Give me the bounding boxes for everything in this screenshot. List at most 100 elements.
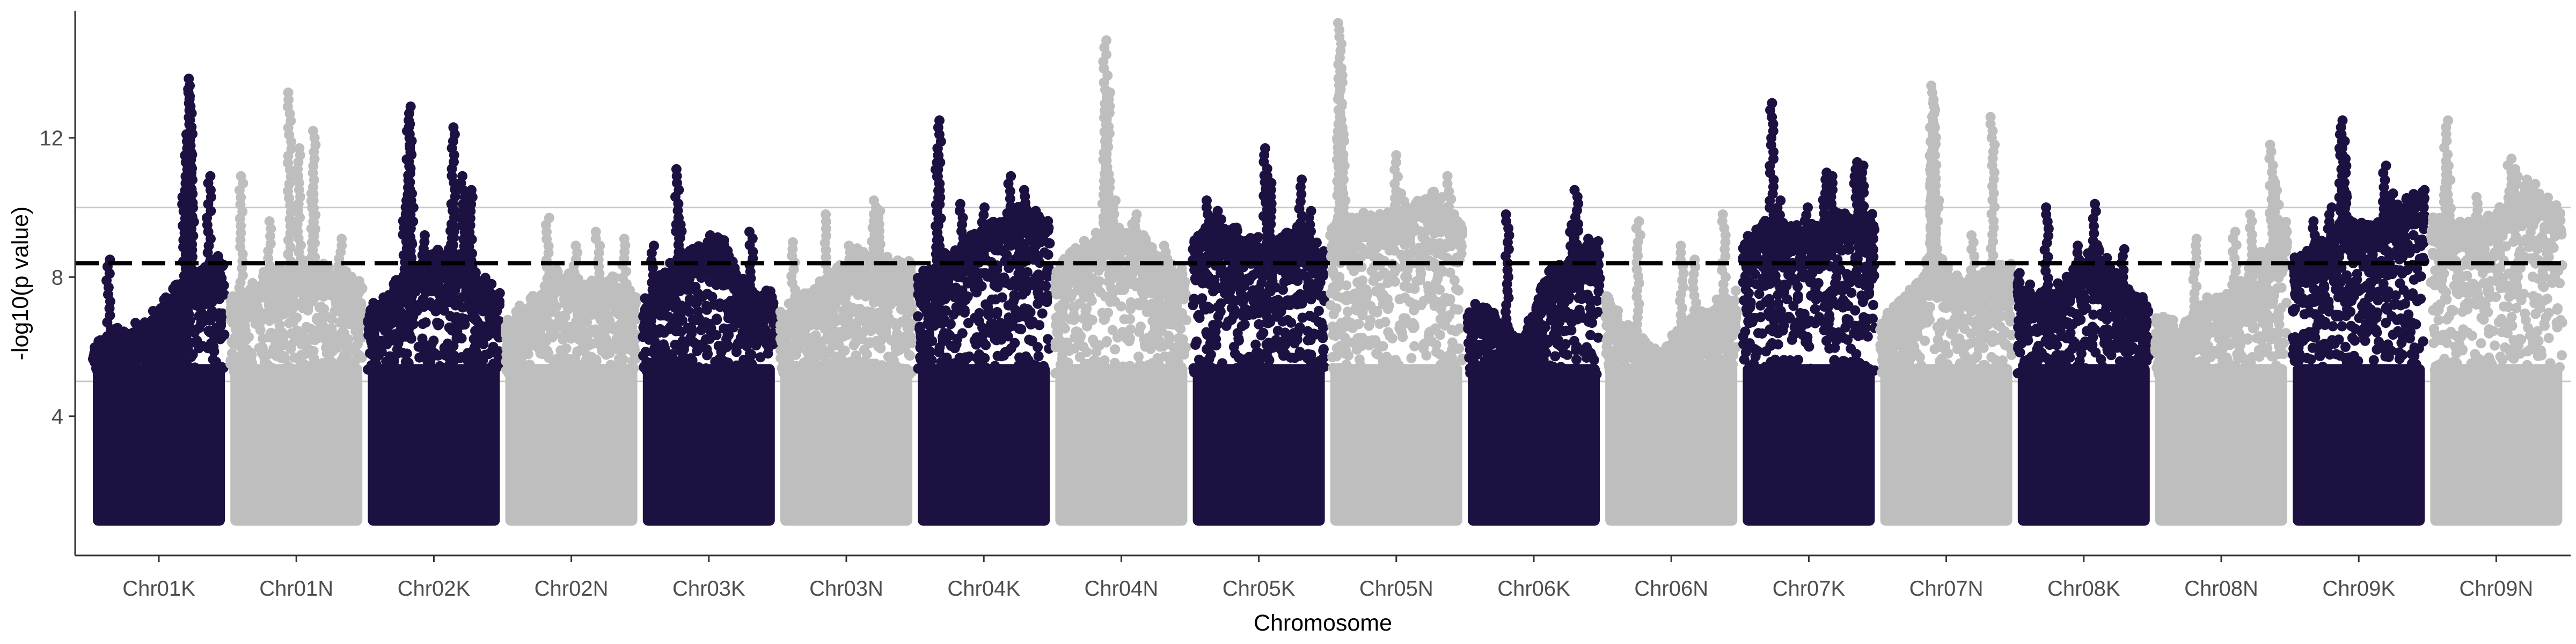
data-point [682, 356, 693, 367]
data-point [737, 319, 748, 330]
data-point [280, 290, 291, 301]
data-point [90, 342, 100, 353]
data-point [292, 333, 303, 343]
data-point [754, 325, 765, 335]
data-point [666, 367, 677, 378]
peak-point [181, 129, 192, 140]
peak-point [184, 74, 194, 84]
chromosome-group-chr03n [775, 195, 918, 526]
data-point [742, 306, 753, 317]
data-point [376, 347, 387, 357]
data-point [259, 284, 269, 295]
data-point [905, 299, 916, 310]
data-point [838, 308, 849, 319]
peak-point [294, 143, 305, 153]
peak-point [405, 101, 416, 112]
data-point [289, 278, 300, 289]
data-point [723, 313, 734, 324]
data-point [628, 363, 639, 374]
data-point [130, 318, 141, 328]
data-point [203, 326, 214, 336]
data-point [526, 301, 537, 312]
data-point [638, 311, 649, 322]
data-point [418, 319, 428, 330]
data-point [493, 294, 503, 305]
data-point [320, 267, 331, 277]
data-point [159, 319, 170, 330]
data-point [672, 309, 683, 320]
data-point [263, 364, 274, 375]
data-point [835, 365, 845, 376]
data-point [904, 369, 915, 380]
peak-point [570, 240, 581, 251]
data-point [426, 339, 437, 350]
peak-point [448, 122, 459, 133]
data-point [237, 334, 248, 345]
data-point [378, 292, 389, 303]
data-point [296, 358, 307, 369]
data-point [1037, 308, 1048, 319]
data-point [545, 301, 555, 312]
data-point [383, 365, 393, 376]
point-mass-chr01k [93, 364, 225, 526]
data-point [371, 312, 382, 323]
data-point [803, 290, 814, 301]
data-point [511, 310, 522, 320]
data-point [216, 361, 226, 372]
data-point [980, 340, 991, 350]
data-point [356, 298, 367, 309]
data-point [128, 346, 139, 357]
data-point [425, 354, 436, 364]
data-point [588, 325, 599, 335]
data-point [196, 313, 207, 324]
data-point [692, 346, 702, 356]
data-point [617, 298, 628, 309]
data-point [430, 367, 441, 378]
data-point [677, 279, 687, 290]
data-point [477, 275, 488, 286]
data-point [225, 305, 236, 316]
peak-point [744, 226, 755, 237]
data-point [825, 358, 836, 369]
chromosome-group-chr01n [225, 87, 368, 526]
data-point [291, 312, 302, 323]
data-point [226, 336, 237, 347]
peak-point [264, 216, 275, 227]
data-point [338, 318, 349, 329]
data-point [891, 268, 902, 279]
data-point [301, 321, 312, 332]
data-point [815, 347, 825, 357]
data-point [775, 306, 786, 317]
data-point [186, 352, 196, 362]
point-mass-chr04k [918, 364, 1050, 526]
data-point [142, 362, 152, 373]
peak-point [649, 240, 660, 251]
data-point [239, 343, 250, 354]
data-point [189, 362, 200, 373]
data-point [481, 323, 492, 334]
data-point [122, 332, 133, 342]
data-point [664, 268, 675, 279]
data-point [591, 354, 602, 365]
data-point [448, 341, 459, 352]
data-point [319, 304, 330, 314]
data-point [208, 354, 218, 365]
data-point [558, 317, 568, 328]
data-point [341, 286, 352, 296]
data-point [730, 275, 741, 286]
data-point [327, 346, 338, 356]
data-point [280, 354, 290, 364]
data-point [286, 341, 296, 352]
data-point [859, 345, 869, 355]
data-point [778, 324, 789, 334]
data-point [313, 332, 324, 343]
data-point [327, 357, 338, 368]
data-point [705, 325, 715, 335]
data-point [92, 350, 103, 361]
data-point [155, 353, 165, 363]
data-point [659, 359, 670, 370]
data-point [888, 357, 898, 368]
data-point [389, 283, 400, 294]
peak-point [673, 213, 684, 223]
data-point [269, 313, 280, 324]
